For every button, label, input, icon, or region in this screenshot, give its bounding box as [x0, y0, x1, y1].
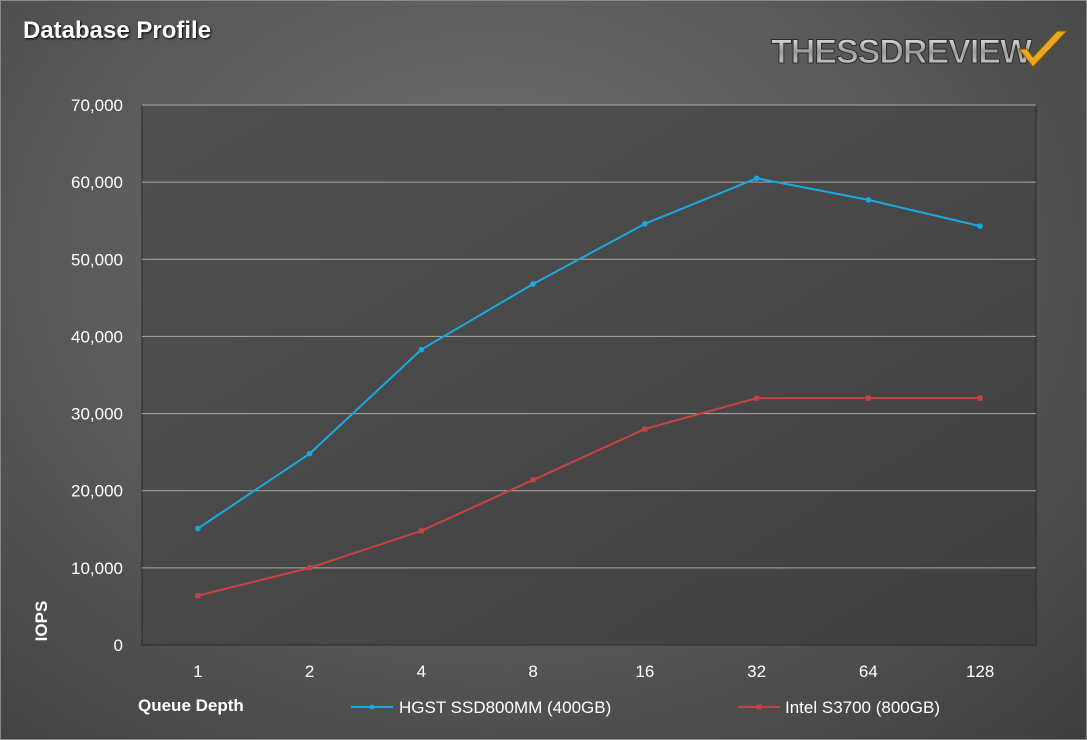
y-axis-label: IOPS — [32, 601, 51, 642]
y-tick-label: 60,000 — [71, 173, 123, 192]
x-axis-label: Queue Depth — [138, 696, 244, 715]
data-point — [977, 395, 983, 401]
site-logo: THESSDREVIEW — [771, 30, 1069, 72]
data-point — [865, 395, 871, 401]
x-tick-label: 8 — [528, 662, 537, 681]
y-tick-label: 0 — [114, 636, 123, 655]
legend-label-hgst: HGST SSD800MM (400GB) — [399, 698, 611, 717]
x-tick-label: 1 — [193, 662, 202, 681]
data-point — [530, 281, 536, 287]
data-point — [195, 593, 201, 599]
data-point — [530, 477, 536, 483]
data-point — [753, 175, 760, 182]
grid-lines — [142, 104, 1036, 569]
y-tick-label: 40,000 — [71, 327, 123, 346]
y-axis-ticks: 0 10,000 20,000 30,000 40,000 50,000 60,000 70,… — [71, 96, 123, 655]
y-tick-label: 50,000 — [71, 250, 123, 269]
svg-text:THESSDREVIEW: THESSDREVIEW — [771, 33, 1033, 71]
y-tick-label: 70,000 — [71, 96, 123, 115]
x-tick-label: 64 — [859, 662, 878, 681]
data-point — [307, 565, 313, 571]
data-point — [418, 346, 425, 353]
legend-marker-hgst — [369, 704, 375, 710]
data-point — [418, 528, 424, 534]
legend-marker-intel — [756, 704, 762, 710]
data-point — [977, 223, 983, 229]
plot-area — [141, 104, 1037, 646]
y-tick-label: 30,000 — [71, 405, 123, 424]
series-line-1 — [197, 177, 981, 530]
x-tick-label: 32 — [747, 662, 766, 681]
series-line-2 — [197, 397, 981, 597]
data-point — [865, 197, 872, 203]
data-point — [642, 221, 648, 227]
x-axis-ticks: 1 2 4 8 16 32 64 128 — [193, 662, 994, 681]
legend: HGST SSD800MM (400GB) Intel S3700 (800GB… — [351, 698, 940, 717]
y-tick-label: 10,000 — [71, 559, 123, 578]
data-point — [195, 525, 201, 532]
x-tick-label: 2 — [305, 662, 314, 681]
data-point — [642, 426, 648, 432]
checkmark-icon — [1017, 30, 1069, 68]
series-layer — [195, 175, 983, 599]
data-point — [754, 395, 760, 401]
y-tick-label: 20,000 — [71, 482, 123, 501]
x-tick-label: 16 — [635, 662, 654, 681]
data-point — [306, 450, 313, 457]
chart-title: Database Profile — [23, 17, 212, 44]
x-tick-label: 4 — [417, 662, 426, 681]
legend-label-intel: Intel S3700 (800GB) — [785, 698, 940, 717]
x-tick-label: 128 — [966, 662, 994, 681]
